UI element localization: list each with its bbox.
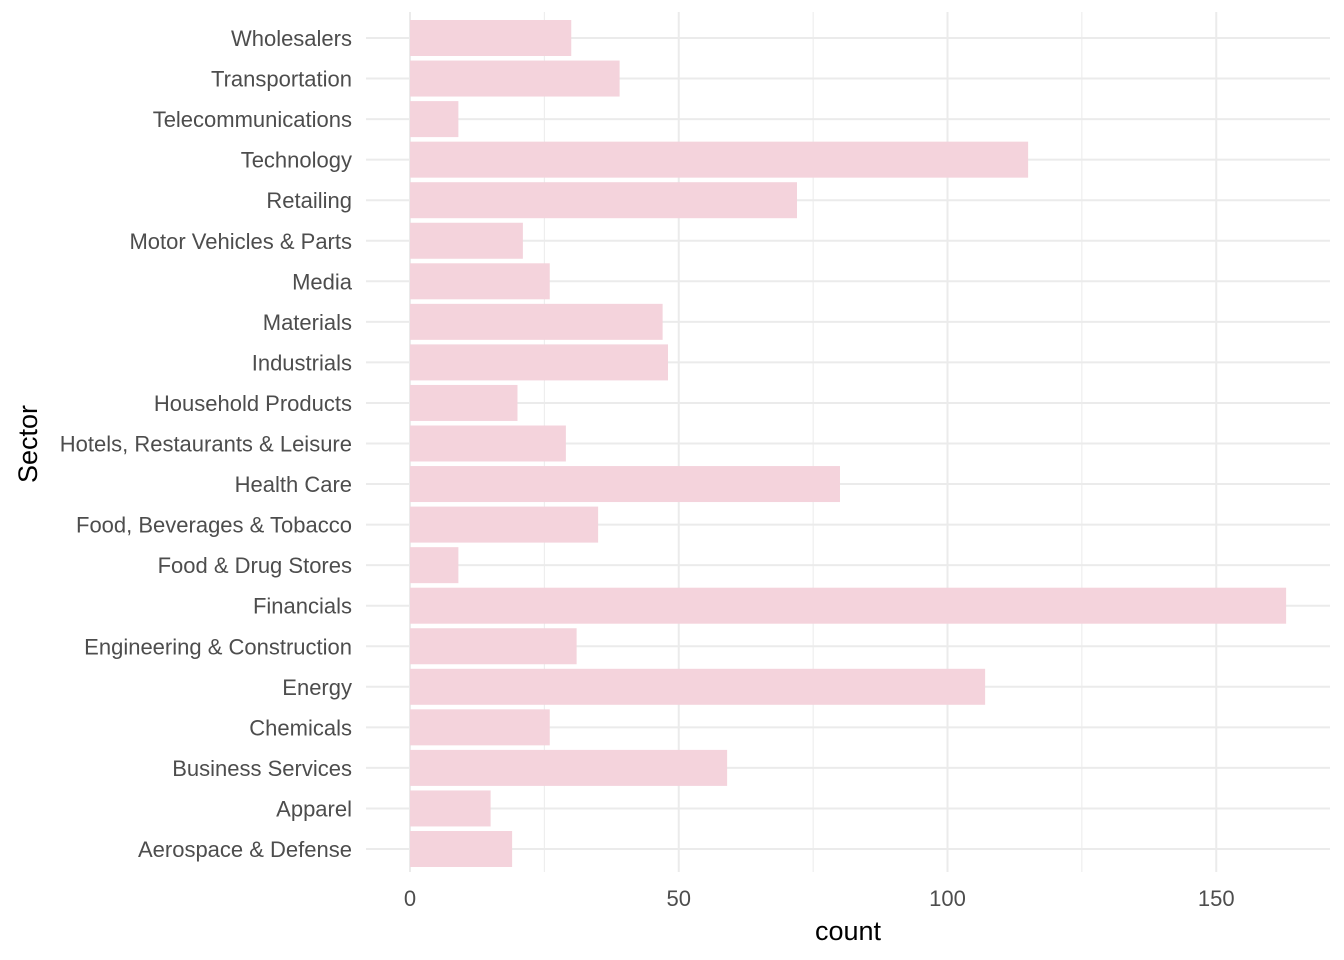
- y-tick-label: Food & Drug Stores: [158, 553, 352, 578]
- x-axis-title: count: [815, 916, 882, 946]
- bar: [410, 425, 566, 462]
- x-tick-label: 0: [404, 886, 416, 911]
- bar: [410, 222, 523, 259]
- x-tick-label: 50: [667, 886, 691, 911]
- y-tick-label: Household Products: [154, 391, 352, 416]
- y-tick-label: Media: [292, 269, 353, 294]
- y-tick-label: Technology: [241, 148, 352, 173]
- bar: [410, 20, 572, 56]
- y-tick-label: Retailing: [266, 188, 352, 213]
- y-tick-label: Business Services: [172, 756, 352, 781]
- bar: [410, 344, 668, 381]
- bar: [410, 60, 620, 97]
- bar: [410, 831, 513, 867]
- y-tick-label: Health Care: [235, 472, 352, 497]
- y-tick-label: Materials: [263, 310, 352, 335]
- bar: [410, 101, 459, 138]
- y-tick-label: Transportation: [211, 67, 352, 92]
- x-axis-tick-labels: 0 50 100 150: [404, 886, 1235, 911]
- y-tick-label: Industrials: [252, 350, 352, 375]
- y-axis-tick-labels: Wholesalers Transportation Telecommunicati…: [60, 26, 353, 862]
- y-tick-label: Aerospace & Defense: [138, 837, 352, 862]
- y-tick-label: Food, Beverages & Tobacco: [76, 513, 352, 538]
- bars: [410, 20, 1287, 867]
- bar: [410, 547, 459, 584]
- y-tick-label: Energy: [282, 675, 352, 700]
- y-tick-label: Apparel: [276, 796, 352, 821]
- bar: [410, 263, 550, 300]
- x-tick-label: 150: [1198, 886, 1235, 911]
- bar: [410, 506, 599, 543]
- bar: [410, 628, 577, 665]
- bar: [410, 790, 491, 827]
- bar: [410, 587, 1287, 624]
- bar: [410, 466, 840, 503]
- y-axis-title: Sector: [13, 405, 43, 483]
- x-tick-label: 100: [929, 886, 966, 911]
- y-tick-label: Chemicals: [249, 715, 352, 740]
- y-tick-label: Hotels, Restaurants & Leisure: [60, 432, 352, 457]
- bar: [410, 182, 797, 219]
- bar: [410, 303, 663, 340]
- y-tick-label: Motor Vehicles & Parts: [129, 229, 352, 254]
- bar: [410, 384, 518, 421]
- bar: [410, 709, 550, 746]
- bar: [410, 668, 986, 705]
- y-tick-label: Financials: [253, 594, 352, 619]
- y-tick-label: Wholesalers: [231, 26, 352, 51]
- y-tick-label: Telecommunications: [153, 107, 352, 132]
- bar: [410, 141, 1029, 178]
- y-tick-label: Engineering & Construction: [84, 634, 352, 659]
- bar: [410, 749, 728, 786]
